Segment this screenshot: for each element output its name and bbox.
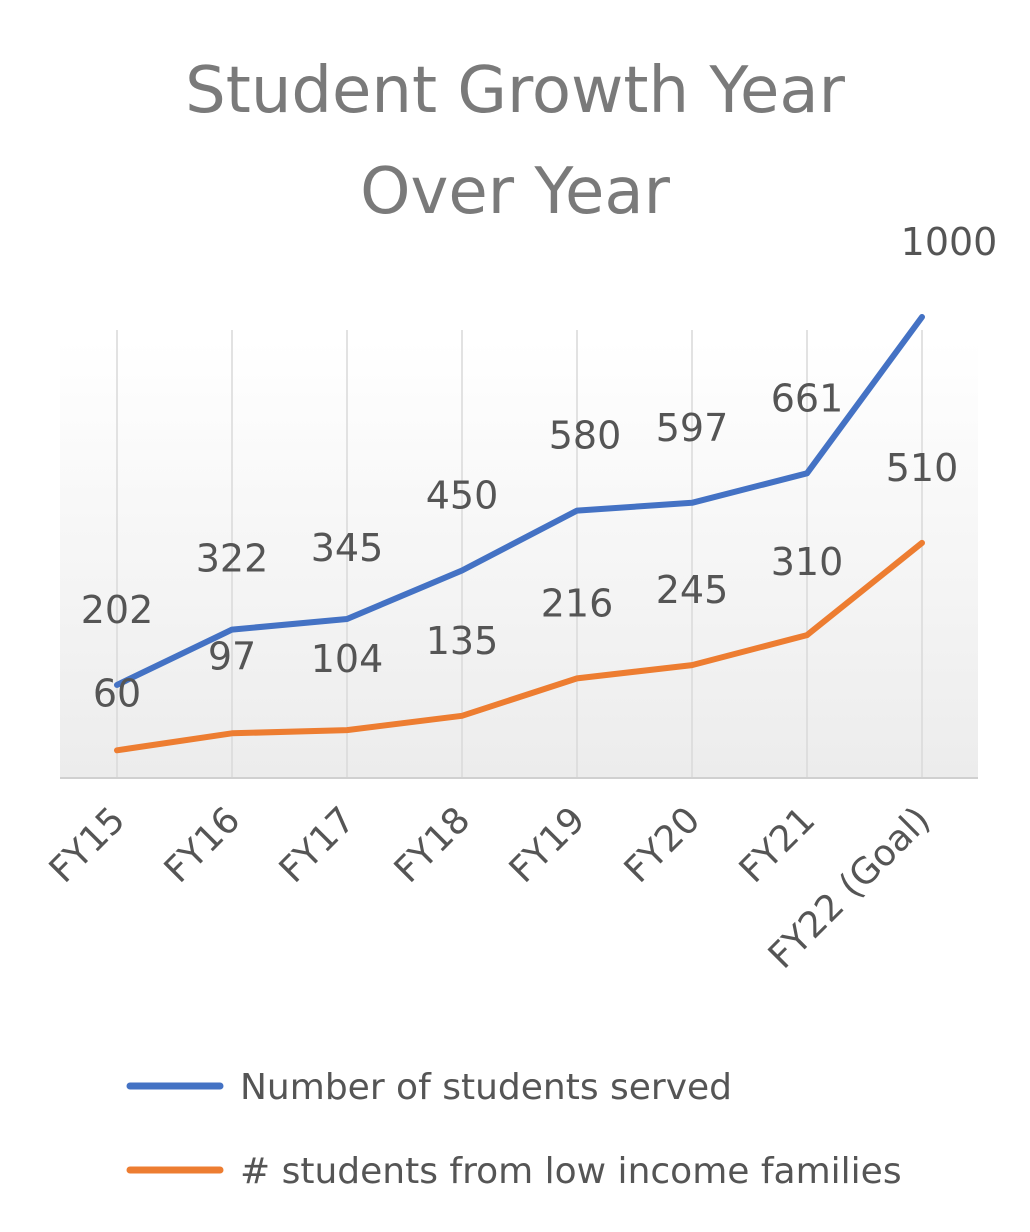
tick-label-fy15: FY15 [42,799,134,891]
data-label-students-served-fy15: 202 [81,588,154,632]
data-label-students-served-fy16: 322 [196,537,269,581]
tick-label-fy21: FY21 [732,799,824,891]
data-label-low-income-fy16: 97 [208,634,256,678]
chart-title: Student Growth Year Over Year [185,54,845,229]
data-label-low-income-fy18: 135 [426,619,499,663]
data-label-students-served-fy17: 345 [311,526,384,570]
data-label-low-income-fy21: 310 [771,540,844,584]
data-labels: 202 322 345 450 580 597 661 1000 60 97 104 135 216 24… [81,220,998,715]
series-lines [114,314,925,754]
data-label-low-income-fy19: 216 [541,581,614,625]
legend-item-low-income: # students from low income families [126,1151,902,1192]
tick-label-fy17: FY17 [272,799,364,891]
data-label-low-income-fy17: 104 [311,637,384,681]
legend-label-low-income: # students from low income families [240,1151,902,1192]
chart-title-line-1: Student Growth Year [185,54,845,128]
series-line-students-served [114,314,925,688]
gridlines [116,330,923,778]
data-label-students-served-fy20: 597 [656,406,729,450]
data-label-low-income-fy22-goal: 510 [886,446,959,490]
plot-area-background [60,340,978,778]
legend-label-students-served: Number of students served [240,1067,732,1108]
chart-title-line-2: Over Year [360,155,670,229]
tick-label-fy18: FY18 [387,799,479,891]
tick-label-fy16: FY16 [157,799,249,891]
legend-item-students-served: Number of students served [126,1067,732,1108]
tick-label-fy20: FY20 [617,799,709,891]
data-label-students-served-fy22-goal: 1000 [901,220,998,264]
legend: Number of students served # students fro… [126,1067,902,1192]
data-label-low-income-fy15: 60 [93,671,141,715]
tick-label-fy19: FY19 [502,799,594,891]
series-line-low-income [114,539,925,754]
data-label-students-served-fy18: 450 [426,474,499,518]
data-label-low-income-fy20: 245 [656,568,729,612]
data-label-students-served-fy21: 661 [771,376,844,420]
data-label-students-served-fy19: 580 [549,414,622,458]
